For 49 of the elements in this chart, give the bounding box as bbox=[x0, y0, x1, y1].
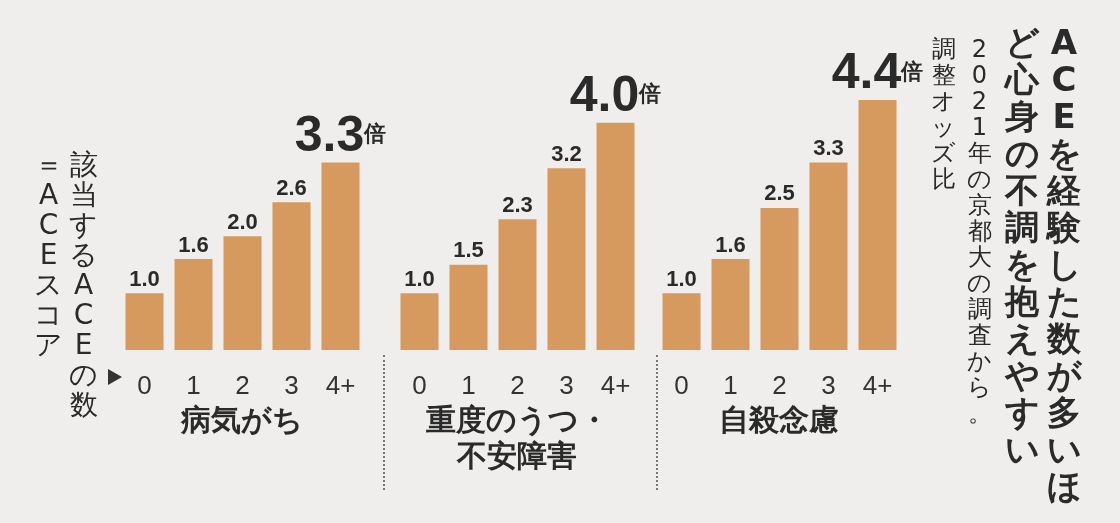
data-label: 2.3 bbox=[502, 191, 533, 217]
bar bbox=[449, 264, 488, 350]
x-tick-label: 0 bbox=[412, 370, 427, 400]
data-label: 1.6 bbox=[178, 231, 209, 257]
x-tick-label: 3 bbox=[284, 370, 299, 400]
bar bbox=[596, 122, 635, 350]
data-label: 3.3 bbox=[813, 135, 844, 160]
data-label: 3.2 bbox=[551, 140, 582, 166]
bar bbox=[174, 259, 213, 350]
x-axis-title: 病気がち bbox=[179, 402, 304, 438]
x-tick-label: 2 bbox=[235, 370, 250, 400]
data-label: 1.6 bbox=[715, 231, 746, 257]
text: 2021年の京都大の調査から。 bbox=[967, 35, 992, 427]
x-tick-label: 4+ bbox=[862, 370, 893, 400]
x-tick-label: 0 bbox=[137, 370, 152, 400]
bar bbox=[547, 168, 586, 350]
x-tick-label: 4+ bbox=[600, 370, 631, 400]
bar bbox=[858, 100, 897, 350]
bar bbox=[760, 207, 799, 350]
bar bbox=[498, 219, 537, 350]
x-tick-label: 1 bbox=[461, 370, 476, 400]
x-tick-label: 4+ bbox=[325, 370, 356, 400]
chart-title: ACEを経験した数が多いほど心身の不調を抱えやすい bbox=[1004, 22, 1082, 506]
bar bbox=[809, 162, 848, 350]
bar bbox=[400, 293, 439, 350]
x-tick-label: 3 bbox=[559, 370, 574, 400]
x-axis-title: 自殺念慮 bbox=[718, 402, 840, 438]
data-label: 2.6 bbox=[276, 174, 307, 200]
bar bbox=[125, 293, 164, 350]
bar bbox=[711, 259, 750, 350]
data-label: 1.5 bbox=[453, 237, 484, 263]
bar bbox=[272, 202, 311, 350]
text: 該当するACEの数＝ACEスコア bbox=[34, 148, 98, 421]
data-label: 2.5 bbox=[764, 180, 795, 206]
x-axis-title: 重度のうつ・不安障害 bbox=[424, 402, 610, 474]
x-tick-label: 1 bbox=[723, 370, 738, 400]
x-tick-label: 3 bbox=[821, 370, 836, 400]
bar bbox=[321, 162, 360, 350]
bar bbox=[223, 236, 262, 350]
data-label: 1.0 bbox=[129, 265, 160, 291]
x-tick-label: 2 bbox=[510, 370, 525, 400]
data-label: 2.0 bbox=[227, 208, 258, 234]
x-tick-label: 2 bbox=[772, 370, 787, 400]
x-tick-label: 1 bbox=[186, 370, 201, 400]
x-tick-label: 0 bbox=[674, 370, 689, 400]
data-label: 1.0 bbox=[404, 265, 435, 291]
data-label: 1.0 bbox=[666, 265, 697, 291]
y-axis-title: 調整オッズ比 bbox=[931, 35, 956, 193]
bar bbox=[662, 293, 701, 350]
